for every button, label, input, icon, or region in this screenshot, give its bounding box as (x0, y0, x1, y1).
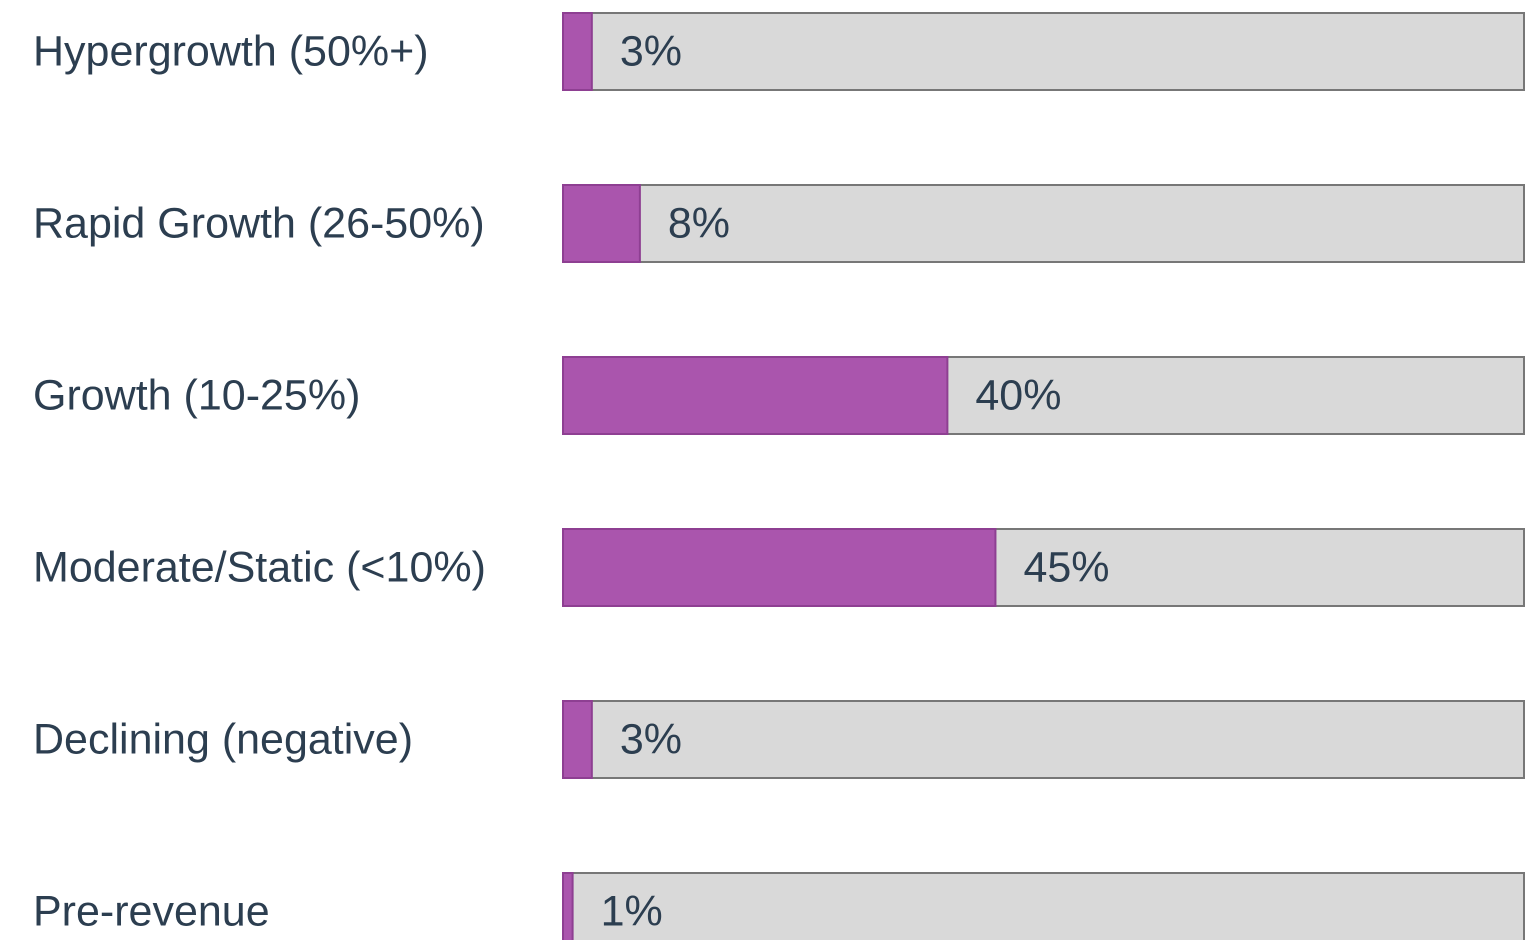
bar-track (562, 184, 1525, 263)
bar (562, 184, 641, 263)
value-label: 45% (1023, 544, 1109, 592)
value-label: 8% (668, 200, 730, 248)
category-label: Moderate/Static (<10%) (33, 544, 486, 592)
bar-track (562, 700, 1525, 779)
bar (562, 528, 997, 607)
category-label: Growth (10-25%) (33, 372, 360, 420)
value-label: 1% (601, 888, 663, 936)
bar (562, 356, 949, 435)
bar (562, 700, 593, 779)
value-label: 3% (620, 716, 682, 764)
category-label: Hypergrowth (50%+) (33, 28, 429, 76)
bar-track (562, 12, 1525, 91)
bar (562, 872, 574, 940)
bar-track (562, 872, 1525, 940)
value-label: 3% (620, 28, 682, 76)
category-label: Declining (negative) (33, 716, 413, 764)
category-label: Rapid Growth (26-50%) (33, 200, 485, 248)
bar (562, 12, 593, 91)
category-label: Pre-revenue (33, 888, 270, 936)
value-label: 40% (975, 372, 1061, 420)
